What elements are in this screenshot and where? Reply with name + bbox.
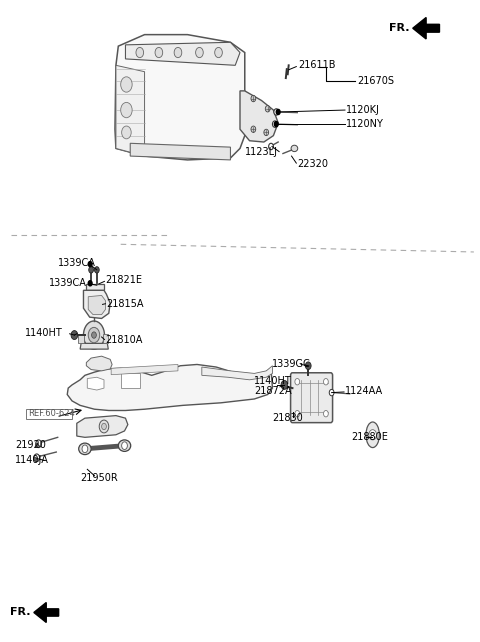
Polygon shape <box>115 35 245 160</box>
Ellipse shape <box>118 440 131 451</box>
Ellipse shape <box>79 443 91 455</box>
Polygon shape <box>34 602 59 623</box>
Text: 21880E: 21880E <box>351 432 388 442</box>
Polygon shape <box>240 91 278 142</box>
Text: FR.: FR. <box>11 607 31 618</box>
Polygon shape <box>88 295 106 315</box>
Circle shape <box>264 129 269 135</box>
Text: 21821E: 21821E <box>106 275 143 285</box>
Circle shape <box>269 143 274 150</box>
Circle shape <box>121 126 131 139</box>
Polygon shape <box>84 290 110 318</box>
Polygon shape <box>120 374 140 388</box>
Circle shape <box>71 331 78 340</box>
Text: 22320: 22320 <box>297 159 328 169</box>
Circle shape <box>92 332 96 338</box>
Circle shape <box>329 390 334 395</box>
Circle shape <box>324 379 328 385</box>
Circle shape <box>369 429 376 440</box>
Text: 21810A: 21810A <box>106 334 143 345</box>
Circle shape <box>251 96 256 101</box>
Ellipse shape <box>291 145 298 152</box>
Text: 21611B: 21611B <box>298 60 336 71</box>
Circle shape <box>120 77 132 92</box>
Ellipse shape <box>366 422 379 447</box>
Polygon shape <box>80 343 108 349</box>
Text: 1339GC: 1339GC <box>273 360 311 369</box>
Circle shape <box>273 121 277 127</box>
Circle shape <box>295 410 300 417</box>
Polygon shape <box>87 377 104 390</box>
Circle shape <box>136 48 144 58</box>
Circle shape <box>324 410 328 417</box>
Polygon shape <box>86 356 112 371</box>
Circle shape <box>95 266 99 273</box>
Text: REF.60-624: REF.60-624 <box>28 409 75 418</box>
Circle shape <box>295 379 300 385</box>
Text: 21670S: 21670S <box>357 76 394 86</box>
Circle shape <box>120 102 132 117</box>
Circle shape <box>36 443 38 447</box>
Circle shape <box>121 442 127 449</box>
Circle shape <box>196 48 203 58</box>
Circle shape <box>82 445 88 453</box>
Polygon shape <box>86 284 104 290</box>
Circle shape <box>174 48 182 58</box>
Polygon shape <box>130 143 230 160</box>
Circle shape <box>276 109 280 114</box>
Text: 1140HT: 1140HT <box>254 376 292 386</box>
Circle shape <box>99 420 109 433</box>
Circle shape <box>215 48 222 58</box>
Text: 21872A: 21872A <box>254 386 292 396</box>
Circle shape <box>84 321 105 349</box>
Text: 21830: 21830 <box>273 413 303 423</box>
Polygon shape <box>103 334 108 343</box>
Polygon shape <box>77 415 128 437</box>
Circle shape <box>265 105 270 112</box>
Circle shape <box>155 48 163 58</box>
Text: 1120KJ: 1120KJ <box>346 105 380 115</box>
Circle shape <box>251 126 256 132</box>
Polygon shape <box>413 17 440 39</box>
Polygon shape <box>116 65 144 156</box>
Text: 1140HT: 1140HT <box>25 328 63 338</box>
Circle shape <box>34 457 36 461</box>
FancyBboxPatch shape <box>290 373 333 422</box>
Text: 21950R: 21950R <box>81 473 119 483</box>
Text: 21815A: 21815A <box>107 299 144 309</box>
Circle shape <box>36 440 41 447</box>
Polygon shape <box>67 365 273 410</box>
Circle shape <box>281 381 288 390</box>
Bar <box>26 408 72 419</box>
Circle shape <box>88 327 100 343</box>
Polygon shape <box>78 334 84 343</box>
Text: 1123LJ: 1123LJ <box>245 146 278 157</box>
Polygon shape <box>202 366 273 380</box>
Circle shape <box>102 423 107 429</box>
Text: 1140JA: 1140JA <box>15 455 48 465</box>
Circle shape <box>88 261 92 266</box>
Circle shape <box>34 454 39 462</box>
Circle shape <box>305 362 311 370</box>
Text: 1339CA: 1339CA <box>58 259 96 268</box>
Circle shape <box>274 108 279 115</box>
Polygon shape <box>125 42 240 65</box>
Text: 1120NY: 1120NY <box>346 119 384 129</box>
Circle shape <box>89 266 94 273</box>
Circle shape <box>275 121 278 126</box>
Text: 1339CA: 1339CA <box>49 278 87 288</box>
Text: FR.: FR. <box>389 23 409 33</box>
Text: 21920: 21920 <box>15 440 46 450</box>
Text: 1124AA: 1124AA <box>345 386 383 396</box>
Circle shape <box>88 281 92 286</box>
Polygon shape <box>111 365 178 375</box>
